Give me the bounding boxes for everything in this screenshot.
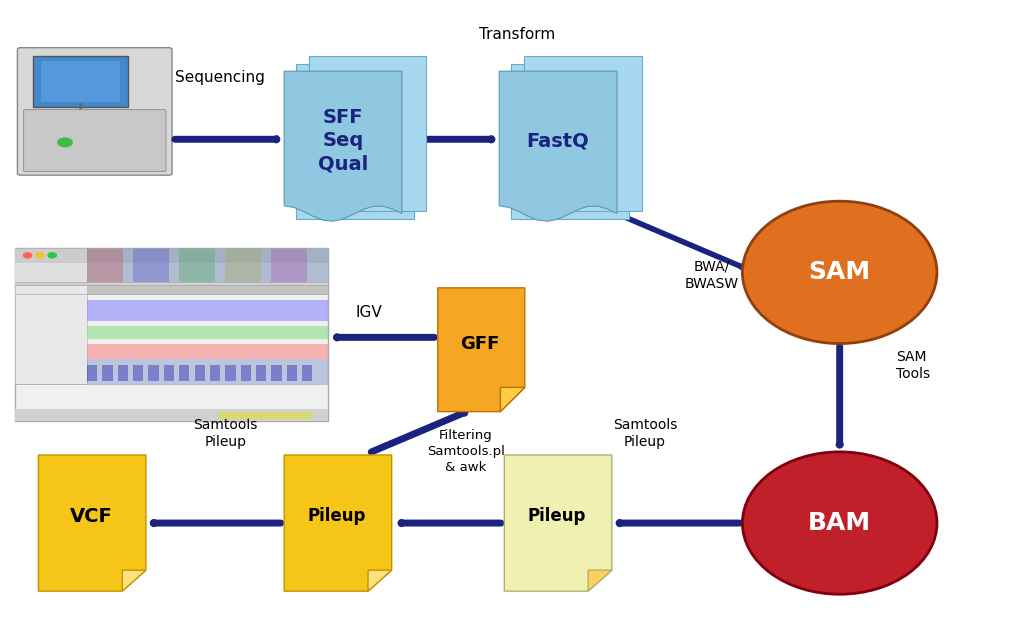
FancyBboxPatch shape — [271, 248, 307, 282]
Polygon shape — [122, 570, 145, 591]
FancyBboxPatch shape — [195, 365, 205, 381]
Text: VCF: VCF — [70, 507, 113, 526]
Polygon shape — [39, 455, 145, 591]
Text: Filtering
Samtools.pl
& awk: Filtering Samtools.pl & awk — [427, 430, 505, 474]
Circle shape — [24, 253, 32, 258]
FancyBboxPatch shape — [87, 359, 328, 384]
FancyBboxPatch shape — [164, 365, 174, 381]
Text: BWA/
BWASW: BWA/ BWASW — [685, 260, 738, 291]
FancyBboxPatch shape — [33, 56, 128, 107]
FancyBboxPatch shape — [24, 110, 166, 171]
Circle shape — [57, 138, 72, 147]
FancyBboxPatch shape — [15, 285, 87, 384]
Polygon shape — [438, 288, 524, 412]
Polygon shape — [501, 387, 524, 412]
FancyBboxPatch shape — [15, 248, 328, 421]
FancyBboxPatch shape — [41, 61, 120, 102]
FancyBboxPatch shape — [148, 365, 159, 381]
FancyBboxPatch shape — [15, 409, 328, 421]
FancyBboxPatch shape — [179, 365, 189, 381]
FancyBboxPatch shape — [15, 282, 328, 294]
FancyBboxPatch shape — [512, 64, 629, 219]
FancyBboxPatch shape — [87, 285, 328, 295]
FancyBboxPatch shape — [218, 412, 312, 419]
FancyBboxPatch shape — [87, 248, 123, 282]
Ellipse shape — [742, 452, 937, 594]
Polygon shape — [505, 455, 612, 591]
FancyBboxPatch shape — [87, 248, 328, 282]
Text: Transform: Transform — [479, 27, 555, 41]
FancyBboxPatch shape — [309, 56, 427, 211]
FancyBboxPatch shape — [133, 365, 143, 381]
FancyBboxPatch shape — [210, 365, 220, 381]
Text: SAM: SAM — [809, 261, 870, 284]
FancyBboxPatch shape — [17, 48, 172, 175]
Text: Pileup: Pileup — [307, 507, 366, 526]
FancyBboxPatch shape — [179, 248, 215, 282]
FancyBboxPatch shape — [15, 248, 328, 263]
FancyBboxPatch shape — [87, 365, 97, 381]
FancyBboxPatch shape — [225, 365, 236, 381]
FancyBboxPatch shape — [87, 300, 328, 321]
FancyBboxPatch shape — [241, 365, 251, 381]
Text: SAM
Tools: SAM Tools — [896, 350, 930, 381]
FancyBboxPatch shape — [87, 344, 328, 359]
Polygon shape — [368, 570, 391, 591]
Text: SFF
Seq
Qual: SFF Seq Qual — [317, 108, 369, 174]
FancyBboxPatch shape — [133, 248, 169, 282]
Text: Pileup: Pileup — [527, 507, 586, 526]
FancyBboxPatch shape — [15, 263, 328, 282]
Polygon shape — [500, 71, 616, 221]
Polygon shape — [285, 71, 401, 221]
FancyBboxPatch shape — [297, 64, 414, 219]
Text: Sequencing: Sequencing — [175, 70, 265, 85]
Text: FastQ: FastQ — [526, 131, 590, 150]
FancyBboxPatch shape — [524, 56, 641, 211]
Text: GFF: GFF — [461, 334, 500, 353]
FancyBboxPatch shape — [118, 365, 128, 381]
FancyBboxPatch shape — [287, 365, 297, 381]
Text: BAM: BAM — [808, 511, 871, 535]
Text: Samtools
Pileup: Samtools Pileup — [194, 418, 257, 449]
FancyBboxPatch shape — [102, 365, 113, 381]
Circle shape — [48, 253, 56, 258]
Ellipse shape — [742, 201, 937, 344]
FancyBboxPatch shape — [225, 248, 261, 282]
Polygon shape — [588, 570, 612, 591]
FancyBboxPatch shape — [256, 365, 266, 381]
FancyBboxPatch shape — [271, 365, 282, 381]
Polygon shape — [285, 455, 391, 591]
Text: IGV: IGV — [355, 305, 382, 320]
FancyBboxPatch shape — [87, 326, 328, 339]
FancyBboxPatch shape — [302, 365, 312, 381]
Circle shape — [36, 253, 44, 258]
Text: Samtools
Pileup: Samtools Pileup — [613, 418, 677, 449]
